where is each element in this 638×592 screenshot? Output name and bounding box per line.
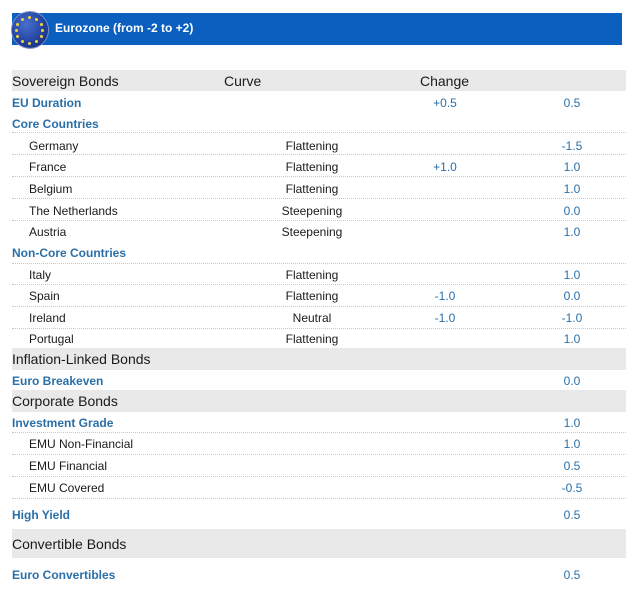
header-sovereign-bonds: Sovereign Bonds [12,73,119,89]
view-value: 0.5 [563,459,581,473]
section-label: Convertible Bonds [12,536,127,552]
row-label: EU Duration [12,96,82,110]
curve-value: Steepening [281,204,343,218]
eu-flag-icon [12,12,48,48]
curve-value: Neutral [292,311,332,325]
curve-value: Flattening [285,160,339,174]
row-label: High Yield [12,508,71,522]
table-row: Euro Breakeven 0.0 [12,371,626,390]
row-label: EMU Covered [29,481,105,495]
row-label: Spain [29,289,60,303]
row-label: Core Countries [12,117,99,131]
banner-title: Eurozone (from -2 to +2) [55,21,194,35]
row-label: Non-Core Countries [12,246,126,260]
view-value: 0.5 [563,96,581,110]
table-row: Ireland Neutral -1.0 -1.0 [12,308,626,329]
table-row: Euro Convertibles 0.5 [12,565,626,585]
curve-value: Flattening [285,182,339,196]
view-value: 1.0 [563,182,581,196]
change-value: +1.0 [433,160,457,174]
row-label: Portugal [29,332,74,346]
header-change: Change [420,73,470,89]
section-banner: Eurozone (from -2 to +2) [12,13,622,45]
table-header: Sovereign Bonds Curve Change [12,70,626,91]
section-label: Inflation-Linked Bonds [12,351,151,367]
row-label: France [29,160,67,174]
table-row: The Netherlands Steepening 0.0 [12,201,626,221]
change-value: -1.0 [434,311,456,325]
change-value: +0.5 [433,96,457,110]
table-row: High Yield 0.5 [12,505,626,525]
curve-value: Steepening [281,225,343,239]
view-value: -0.5 [561,481,583,495]
row-label: Investment Grade [12,416,114,430]
curve-value: Flattening [285,139,339,153]
curve-value: Flattening [285,289,339,303]
row-label: Germany [29,139,79,153]
table-row: Belgium Flattening 1.0 [12,179,626,199]
section-row-corporate: Corporate Bonds [12,390,626,412]
view-value: 0.5 [563,568,581,582]
curve-value: Flattening [285,268,339,282]
row-label: Euro Convertibles [12,568,116,582]
table-row: Non-Core Countries [12,243,626,264]
view-value: 1.0 [563,160,581,174]
table-row: EU Duration +0.5 0.5 [12,93,626,113]
view-value: 1.0 [563,268,581,282]
section-row-inflation-linked: Inflation-Linked Bonds [12,348,626,370]
row-label: EMU Financial [29,459,108,473]
view-value: 1.0 [563,225,581,239]
table-row: Investment Grade 1.0 [12,413,626,433]
table-row: Portugal Flattening 1.0 [12,330,626,348]
view-value: 1.0 [563,437,581,451]
row-label: Belgium [29,182,73,196]
view-value: 1.0 [563,332,581,346]
table-row: EMU Covered -0.5 [12,478,626,499]
table-row: Austria Steepening 1.0 [12,223,626,242]
view-value: 0.0 [563,374,581,388]
section-label: Corporate Bonds [12,393,118,409]
row-label: Ireland [29,311,66,325]
view-value: 0.0 [563,289,581,303]
header-curve: Curve [224,73,262,89]
table-row: France Flattening +1.0 1.0 [12,157,626,177]
row-label: Austria [29,225,67,239]
view-value: 1.0 [563,416,581,430]
row-label: Italy [29,268,52,282]
change-value: -1.0 [434,289,456,303]
view-value: 0.0 [563,204,581,218]
row-label: Euro Breakeven [12,374,104,388]
view-value: 0.5 [563,508,581,522]
row-label: The Netherlands [29,204,118,218]
view-value: -1.0 [561,311,583,325]
table-row: Core Countries [12,114,626,133]
row-label: EMU Non-Financial [29,437,134,451]
curve-value: Flattening [285,332,339,346]
view-value: -1.5 [561,139,583,153]
section-row-convertible: Convertible Bonds [12,529,626,558]
table-row: Germany Flattening -1.5 [12,135,626,155]
table-row: EMU Non-Financial 1.0 [12,434,626,455]
table-row: EMU Financial 0.5 [12,456,626,477]
table-row: Spain Flattening -1.0 0.0 [12,286,626,307]
table-row: Italy Flattening 1.0 [12,265,626,285]
